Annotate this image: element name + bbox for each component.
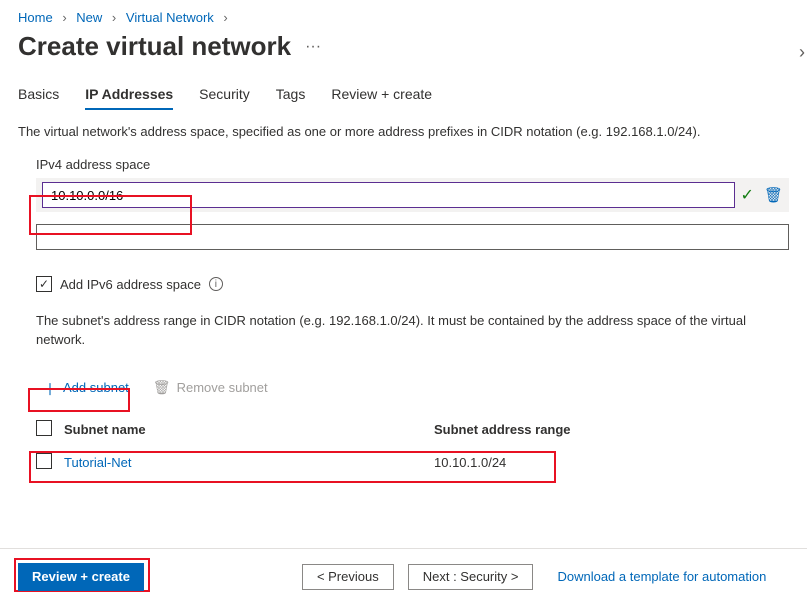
- previous-button[interactable]: < Previous: [302, 564, 394, 590]
- address-space-description: The virtual network's address space, spe…: [0, 110, 807, 149]
- subnet-table: Subnet name Subnet address range Tutoria…: [0, 408, 807, 480]
- tab-security[interactable]: Security: [199, 86, 250, 110]
- checkmark-icon: ✓: [741, 185, 754, 205]
- ipv6-label: Add IPv6 address space: [60, 277, 201, 292]
- ipv6-row: ✓ Add IPv6 address space i: [0, 254, 807, 292]
- ipv4-address-input[interactable]: [42, 182, 735, 208]
- tab-tags[interactable]: Tags: [276, 86, 306, 110]
- chevron-right-icon[interactable]: ›: [799, 42, 805, 63]
- chevron-right-icon: ›: [62, 10, 66, 25]
- row-checkbox[interactable]: [36, 453, 52, 469]
- remove-subnet-label: Remove subnet: [177, 380, 268, 395]
- header-subnet-name: Subnet name: [64, 422, 434, 437]
- add-subnet-button[interactable]: ＋ Add subnet: [36, 374, 135, 402]
- ipv6-checkbox[interactable]: ✓: [36, 276, 52, 292]
- tabs: Basics IP Addresses Security Tags Review…: [0, 72, 807, 110]
- add-subnet-label: Add subnet: [63, 380, 129, 395]
- download-template-link[interactable]: Download a template for automation: [557, 569, 766, 584]
- select-all-checkbox[interactable]: [36, 420, 52, 436]
- more-icon[interactable]: ···: [305, 38, 321, 56]
- breadcrumb-new[interactable]: New: [76, 10, 102, 25]
- next-button[interactable]: Next : Security >: [408, 564, 534, 590]
- info-icon[interactable]: i: [209, 277, 223, 291]
- footer: Review + create < Previous Next : Securi…: [0, 548, 807, 604]
- ipv4-label: IPv4 address space: [36, 157, 789, 172]
- delete-icon[interactable]: 🗑: [764, 186, 783, 204]
- breadcrumb: Home › New › Virtual Network ›: [0, 0, 807, 31]
- header-subnet-range: Subnet address range: [434, 422, 789, 437]
- subnet-range-value: 10.10.1.0/24: [434, 455, 789, 470]
- table-row: Tutorial-Net 10.10.1.0/24: [36, 445, 789, 480]
- remove-subnet-button: 🗑 Remove subnet: [153, 379, 268, 396]
- plus-icon: ＋: [42, 376, 58, 400]
- breadcrumb-home[interactable]: Home: [18, 10, 53, 25]
- page-title: Create virtual network: [18, 31, 291, 62]
- tab-review-create[interactable]: Review + create: [331, 86, 432, 110]
- chevron-right-icon: ›: [112, 10, 116, 25]
- review-create-button[interactable]: Review + create: [18, 563, 144, 591]
- subnet-name-link[interactable]: Tutorial-Net: [64, 455, 131, 470]
- tab-ip-addresses[interactable]: IP Addresses: [85, 86, 173, 110]
- subnet-description: The subnet's address range in CIDR notat…: [0, 292, 807, 358]
- ipv4-address-input-empty[interactable]: [36, 224, 789, 250]
- tab-basics[interactable]: Basics: [18, 86, 59, 110]
- table-header: Subnet name Subnet address range: [36, 414, 789, 445]
- ipv4-input-row: ✓ 🗑: [36, 178, 789, 212]
- breadcrumb-virtual-network[interactable]: Virtual Network: [126, 10, 214, 25]
- chevron-right-icon: ›: [223, 10, 227, 25]
- trash-icon: 🗑: [153, 379, 171, 396]
